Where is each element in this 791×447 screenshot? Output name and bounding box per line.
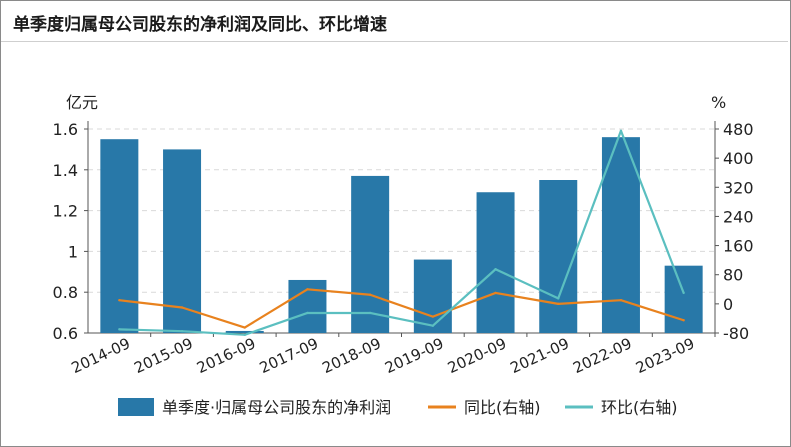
series-point <box>118 299 121 302</box>
bar <box>413 259 452 333</box>
series-point <box>368 293 372 296</box>
legend-label: 环比(右轴) <box>601 398 678 417</box>
bar <box>664 265 703 333</box>
series-point <box>619 299 623 302</box>
x-axis-tick-label: 2018-09 <box>319 334 383 377</box>
right-axis-tick-label: 240 <box>723 207 754 226</box>
series-point <box>557 297 560 300</box>
legend-label: 同比(右轴) <box>464 398 541 417</box>
right-axis-tick-label: 160 <box>723 237 754 256</box>
bar <box>476 192 515 333</box>
bar <box>288 279 327 333</box>
legend-label: 单季度·归属母公司股东的净利润 <box>162 398 391 417</box>
left-axis-tick-label: 1.4 <box>53 161 78 180</box>
right-axis-tick-label: 400 <box>723 149 754 168</box>
right-axis-tick-label: 480 <box>723 120 754 139</box>
left-axis-tick-label: 1.2 <box>53 202 78 221</box>
x-axis-tick-label: 2022-09 <box>570 334 634 377</box>
series-point <box>682 291 685 295</box>
x-axis-tick-label: 2017-09 <box>257 334 321 377</box>
x-axis-tick-label: 2015-09 <box>131 334 195 377</box>
series-point <box>619 129 623 133</box>
series-point <box>368 311 372 315</box>
series-line <box>119 129 685 336</box>
x-axis-tick-label: 2019-09 <box>382 334 446 377</box>
series-point <box>180 329 184 333</box>
left-axis-unit: 亿元 <box>66 93 98 112</box>
x-axis-tick-label: 2023-09 <box>633 334 697 377</box>
series-point <box>494 291 497 295</box>
right-axis-tick-label: 0 <box>723 295 733 314</box>
chart-title: 单季度归属母公司股东的净利润及同比、环比增速 <box>13 15 387 35</box>
series-point <box>494 268 497 271</box>
bar <box>225 330 264 333</box>
x-axis-tick-label: 2016-09 <box>194 334 258 377</box>
series-point <box>118 328 121 331</box>
series-point <box>306 311 309 315</box>
bar <box>351 175 390 333</box>
x-axis-tick-label: 2014-09 <box>69 334 133 377</box>
bar <box>539 180 578 333</box>
legend-swatch-bar <box>118 398 154 416</box>
right-axis-unit: % <box>711 93 726 112</box>
series-point <box>243 333 246 337</box>
left-axis-tick-label: 1 <box>68 242 78 261</box>
series-point <box>243 326 246 329</box>
series-point <box>431 315 435 318</box>
series-line <box>119 288 684 329</box>
left-axis-tick-label: 0.8 <box>53 283 78 302</box>
right-axis-tick-label: -80 <box>723 324 749 343</box>
title-bar: 单季度归属母公司股东的净利润及同比、环比增速 <box>1 1 788 42</box>
series-point <box>682 319 685 322</box>
bar <box>163 149 202 333</box>
left-axis-tick-label: 0.6 <box>53 324 78 343</box>
right-axis-tick-label: 80 <box>723 266 743 285</box>
x-axis-tick-label: 2020-09 <box>445 334 509 377</box>
series-point <box>180 306 184 309</box>
series-point <box>431 324 435 327</box>
series-point <box>557 302 560 306</box>
bar <box>100 139 139 333</box>
left-axis-tick-label: 1.6 <box>53 120 78 139</box>
right-axis-tick-label: 320 <box>723 178 754 197</box>
series-point <box>306 288 309 291</box>
x-axis-tick-label: 2021-09 <box>508 334 572 377</box>
